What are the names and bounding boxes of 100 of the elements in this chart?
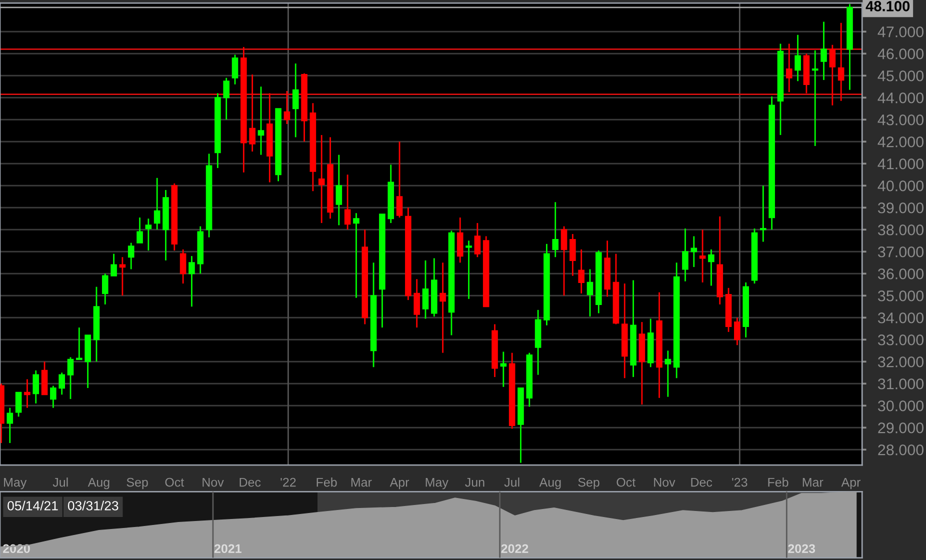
candlestick bbox=[344, 174, 351, 230]
ref-line-label: 48.100 bbox=[866, 1, 910, 12]
candlestick bbox=[820, 21, 827, 81]
x-tick-label: May bbox=[4, 478, 27, 490]
x-tick-label: May bbox=[426, 478, 448, 490]
x-tick-label: Nov bbox=[202, 478, 224, 487]
y-tick-label: 43.000 bbox=[878, 114, 924, 126]
candlestick bbox=[812, 50, 818, 147]
x-tick-label: Mar bbox=[351, 478, 372, 487]
x-tick-label: Dec bbox=[240, 478, 261, 487]
y-tick-label: 32.000 bbox=[878, 356, 924, 368]
candlestick bbox=[586, 268, 594, 318]
candlestick bbox=[552, 201, 559, 258]
candlestick bbox=[786, 43, 792, 93]
x-tick-label: Oct bbox=[165, 478, 184, 487]
candlestick bbox=[578, 248, 584, 294]
y-tick-label: 29.000 bbox=[878, 422, 924, 434]
candlestick bbox=[67, 356, 74, 400]
candlestick bbox=[136, 216, 143, 244]
candlestick bbox=[154, 177, 160, 230]
candlestick bbox=[560, 226, 568, 296]
candlestick bbox=[396, 140, 403, 218]
candlestick bbox=[223, 77, 230, 120]
y-tick-label: 37.000 bbox=[878, 246, 924, 258]
candlestick bbox=[664, 350, 672, 398]
candlestick bbox=[32, 370, 40, 404]
candlestick bbox=[249, 74, 256, 152]
y-tick-label: 47.000 bbox=[878, 26, 924, 38]
candlestick bbox=[682, 228, 688, 282]
y-tick-label: 39.000 bbox=[878, 202, 924, 214]
y-tick-label: 30.000 bbox=[878, 400, 924, 412]
x-tick-label: 2022 bbox=[501, 544, 528, 554]
annotation: 05/14/21 bbox=[8, 500, 58, 510]
candlestick bbox=[500, 351, 507, 388]
y-tick-label: 38.000 bbox=[878, 224, 924, 236]
x-tick-label: '23 bbox=[732, 478, 748, 487]
x-tick-label: Dec bbox=[691, 478, 712, 487]
candlestick bbox=[794, 34, 801, 82]
candlestick bbox=[760, 184, 766, 242]
candlestick bbox=[50, 385, 56, 409]
candlestick bbox=[699, 228, 706, 284]
x-tick-label: Mar bbox=[802, 478, 824, 487]
y-tick-label: 40.000 bbox=[878, 180, 924, 192]
candlestick bbox=[440, 262, 446, 354]
candlestick bbox=[456, 216, 464, 264]
candlestick bbox=[353, 212, 360, 299]
x-tick-label: Feb bbox=[768, 478, 788, 487]
candlestick bbox=[119, 256, 126, 296]
x-tick-label: Nov bbox=[654, 478, 676, 487]
candlestick bbox=[15, 392, 22, 418]
candlestick bbox=[6, 407, 14, 444]
candlestick bbox=[474, 222, 481, 258]
candlestick bbox=[58, 372, 65, 396]
annotation: 03/31/23 bbox=[68, 500, 118, 510]
candlestick bbox=[829, 44, 836, 106]
candlestick bbox=[570, 233, 576, 277]
x-tick-label: Jun bbox=[465, 478, 484, 487]
candlestick bbox=[188, 255, 195, 308]
candlestick bbox=[180, 248, 186, 284]
y-tick-label: 28.000 bbox=[878, 444, 924, 456]
candlestick bbox=[76, 326, 82, 360]
candlestick bbox=[414, 278, 420, 328]
x-tick-label: 2023 bbox=[788, 544, 816, 554]
x-tick-label: Jul bbox=[504, 478, 520, 487]
x-tick-label: Aug bbox=[88, 478, 110, 490]
candlestick bbox=[708, 248, 714, 286]
y-tick-label: 33.000 bbox=[878, 334, 924, 346]
candlestick bbox=[466, 240, 472, 300]
y-tick-label: 41.000 bbox=[878, 158, 924, 170]
x-tick-label: 2021 bbox=[214, 544, 242, 554]
candlestick bbox=[284, 90, 290, 125]
x-tick-label: Apr bbox=[841, 478, 860, 490]
y-tick-label: 46.000 bbox=[878, 48, 924, 60]
y-tick-label: 36.000 bbox=[878, 268, 924, 280]
y-tick-label: 31.000 bbox=[878, 378, 924, 390]
x-tick-label: Sep bbox=[578, 478, 600, 490]
y-tick-label: 45.000 bbox=[878, 70, 924, 82]
y-tick-label: 34.000 bbox=[878, 312, 924, 324]
candlestick bbox=[336, 154, 342, 226]
candlestick bbox=[145, 218, 152, 252]
candlestick bbox=[110, 253, 117, 277]
candlestick bbox=[734, 316, 740, 346]
candlestick bbox=[422, 260, 429, 320]
x-tick-label: Aug bbox=[539, 478, 561, 490]
y-tick-label: 44.000 bbox=[878, 92, 924, 104]
x-tick-label: Oct bbox=[616, 478, 636, 487]
candlestick bbox=[292, 62, 299, 138]
candlestick bbox=[128, 242, 134, 270]
candlestick bbox=[232, 54, 238, 86]
candlestick bbox=[318, 134, 325, 224]
candlestick bbox=[24, 378, 30, 409]
candlestick bbox=[690, 236, 698, 268]
x-tick-label: Jul bbox=[52, 478, 68, 487]
candlestick bbox=[838, 22, 844, 102]
y-tick-label: 42.000 bbox=[878, 136, 924, 148]
x-tick-label: Feb bbox=[316, 478, 337, 487]
candlestick bbox=[102, 272, 108, 306]
x-tick-label: '22 bbox=[280, 478, 296, 487]
candlestick bbox=[258, 86, 264, 156]
x-tick-label: Sep bbox=[126, 478, 148, 490]
